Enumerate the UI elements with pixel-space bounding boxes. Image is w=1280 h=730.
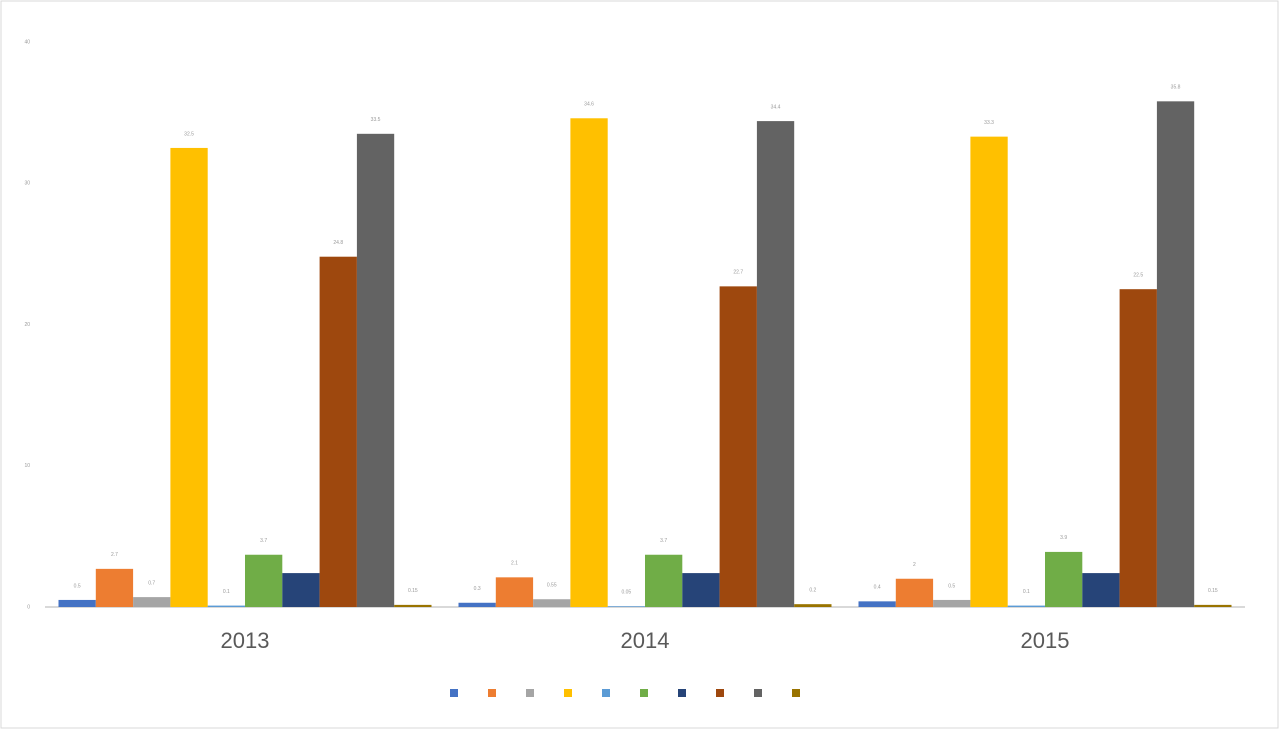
bar xyxy=(394,604,432,607)
x-tick-label: 2013 xyxy=(221,628,270,653)
legend-swatch xyxy=(526,689,534,697)
bar xyxy=(1082,573,1120,607)
bar xyxy=(1045,551,1083,607)
data-label: 22.7 xyxy=(733,270,743,276)
y-tick-label: 40 xyxy=(24,39,30,45)
bar xyxy=(1007,605,1045,607)
data-label: 3.9 xyxy=(1060,535,1067,541)
legend-swatch xyxy=(640,689,648,697)
data-label: 22.5 xyxy=(1133,273,1143,279)
legend-swatch xyxy=(602,689,610,697)
bar xyxy=(282,573,320,607)
data-label: 2.1 xyxy=(511,561,518,567)
data-label: 0.4 xyxy=(874,585,881,591)
data-label: 24.8 xyxy=(333,240,343,246)
data-label: 33.5 xyxy=(371,117,381,123)
legend-swatch xyxy=(678,689,686,697)
legend-swatch xyxy=(564,689,572,697)
bar xyxy=(170,147,208,607)
data-label: 0.15 xyxy=(408,588,418,594)
data-label: 0.5 xyxy=(74,583,81,589)
x-tick-label: 2015 xyxy=(1021,628,1070,653)
legend-swatch xyxy=(488,689,496,697)
legend-swatch xyxy=(450,689,458,697)
bar xyxy=(858,601,896,607)
bar xyxy=(1194,604,1232,607)
data-label: 34.4 xyxy=(771,104,781,110)
bar xyxy=(533,599,571,607)
bar xyxy=(95,568,134,607)
y-tick-label: 0 xyxy=(27,604,30,610)
y-tick-label: 30 xyxy=(24,181,30,187)
bar xyxy=(682,573,720,607)
bar xyxy=(245,554,283,607)
bar xyxy=(794,604,832,607)
legend-swatch xyxy=(754,689,762,697)
data-label: 0.55 xyxy=(547,583,557,589)
bar xyxy=(1156,101,1195,607)
bar xyxy=(133,597,171,607)
data-label: 2 xyxy=(913,562,916,568)
bar xyxy=(895,578,934,607)
bar xyxy=(933,599,971,607)
data-label: 0.1 xyxy=(1023,589,1030,595)
data-label: 0.7 xyxy=(148,580,155,586)
bar xyxy=(607,606,645,607)
bar xyxy=(495,577,534,607)
data-label: 0.5 xyxy=(948,583,955,589)
bar xyxy=(756,121,795,607)
bar xyxy=(1119,289,1157,607)
data-label: 0.05 xyxy=(621,590,631,596)
data-label: 0.1 xyxy=(223,589,230,595)
data-label: 3.7 xyxy=(660,538,667,544)
bar xyxy=(570,118,608,608)
bar xyxy=(58,599,96,607)
data-label: 32.5 xyxy=(184,131,194,137)
data-label: 0.3 xyxy=(474,586,481,592)
legend-swatch xyxy=(716,689,724,697)
bar xyxy=(719,286,757,607)
data-label: 0.2 xyxy=(809,588,816,594)
bar xyxy=(458,602,496,607)
bar xyxy=(356,133,395,607)
data-label: 35.8 xyxy=(1171,85,1181,91)
legend-swatch xyxy=(792,689,800,697)
data-label: 34.6 xyxy=(584,102,594,108)
bar xyxy=(645,554,683,607)
data-label: 3.7 xyxy=(260,538,267,544)
bar xyxy=(970,136,1008,607)
y-tick-label: 20 xyxy=(24,322,30,328)
x-tick-label: 2014 xyxy=(621,628,670,653)
bar xyxy=(319,256,357,607)
data-label: 0.15 xyxy=(1208,588,1218,594)
data-label: 33.3 xyxy=(984,120,994,126)
bar xyxy=(207,605,245,607)
y-tick-label: 10 xyxy=(24,463,30,469)
data-label: 2.7 xyxy=(111,552,118,558)
